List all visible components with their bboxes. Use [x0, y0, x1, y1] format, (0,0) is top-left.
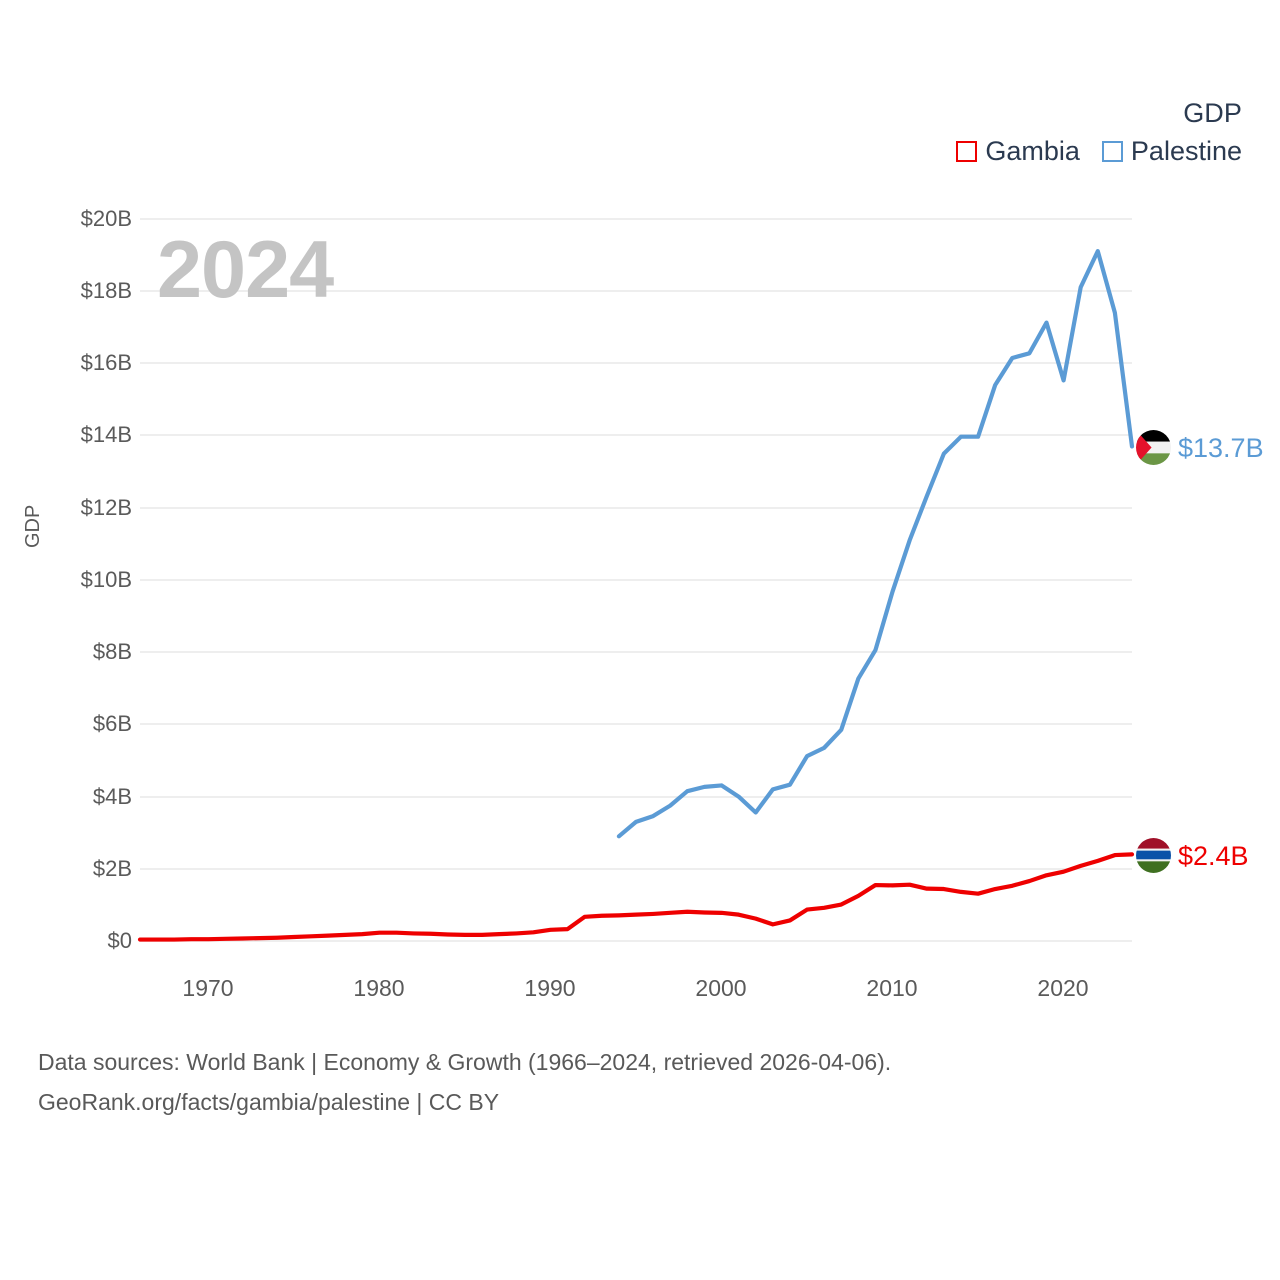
x-tick-1990: 1990 — [524, 975, 576, 1001]
legend-item-palestine[interactable]: Palestine — [1101, 136, 1242, 166]
end-value-palestine: $13.7B — [1178, 432, 1264, 463]
end-marker-gambia[interactable]: $2.4B — [1136, 838, 1249, 873]
end-value-gambia: $2.4B — [1178, 840, 1249, 871]
palestine-flag-icon — [1136, 430, 1171, 465]
y-tick-10: $10B — [80, 567, 132, 592]
x-tick-1980: 1980 — [353, 975, 405, 1001]
y-tick-18: $18B — [80, 278, 132, 303]
x-tick-2010: 2010 — [866, 975, 918, 1001]
legend-swatch-gambia — [956, 140, 978, 162]
y-tick-16: $16B — [80, 350, 132, 375]
legend-items: Gambia Palestine — [956, 136, 1242, 166]
footer-line-1: Data sources: World Bank | Economy & Gro… — [38, 1049, 892, 1075]
x-tick-2000: 2000 — [695, 975, 747, 1001]
y-axis-ticks: $20B $18B $16B $14B $12B $10B $8B $6B $4… — [0, 0, 132, 1280]
series-line-palestine — [616, 249, 1135, 839]
legend-swatch-palestine — [1101, 140, 1123, 162]
gambia-flag-icon — [1136, 838, 1171, 873]
legend-title: GDP — [1183, 98, 1242, 128]
footer-line-2: GeoRank.org/facts/gambia/palestine | CC … — [38, 1089, 500, 1115]
legend-item-gambia[interactable]: Gambia — [956, 136, 1080, 166]
series-line-gambia — [137, 852, 1135, 942]
year-watermark: 2024 — [157, 225, 334, 315]
y-tick-20: $20B — [80, 206, 132, 231]
legend-label-palestine: Palestine — [1130, 136, 1242, 166]
y-tick-8: $8B — [92, 639, 132, 664]
y-tick-0: $0 — [107, 928, 132, 953]
legend-label-gambia: Gambia — [985, 136, 1080, 166]
y-tick-2: $2B — [92, 856, 132, 881]
y-tick-12: $12B — [80, 495, 132, 520]
gridlines — [140, 218, 1132, 942]
end-marker-palestine[interactable]: $13.7B — [1136, 430, 1264, 465]
footer-attribution: Data sources: World Bank | Economy & Gro… — [38, 1042, 891, 1122]
y-tick-14: $14B — [80, 422, 132, 447]
chart-legend: GDP Gambia Palestine — [956, 96, 1242, 166]
x-tick-2020: 2020 — [1037, 975, 1089, 1001]
y-tick-6: $6B — [92, 711, 132, 736]
x-tick-1970: 1970 — [182, 975, 234, 1001]
y-tick-4: $4B — [92, 784, 132, 809]
